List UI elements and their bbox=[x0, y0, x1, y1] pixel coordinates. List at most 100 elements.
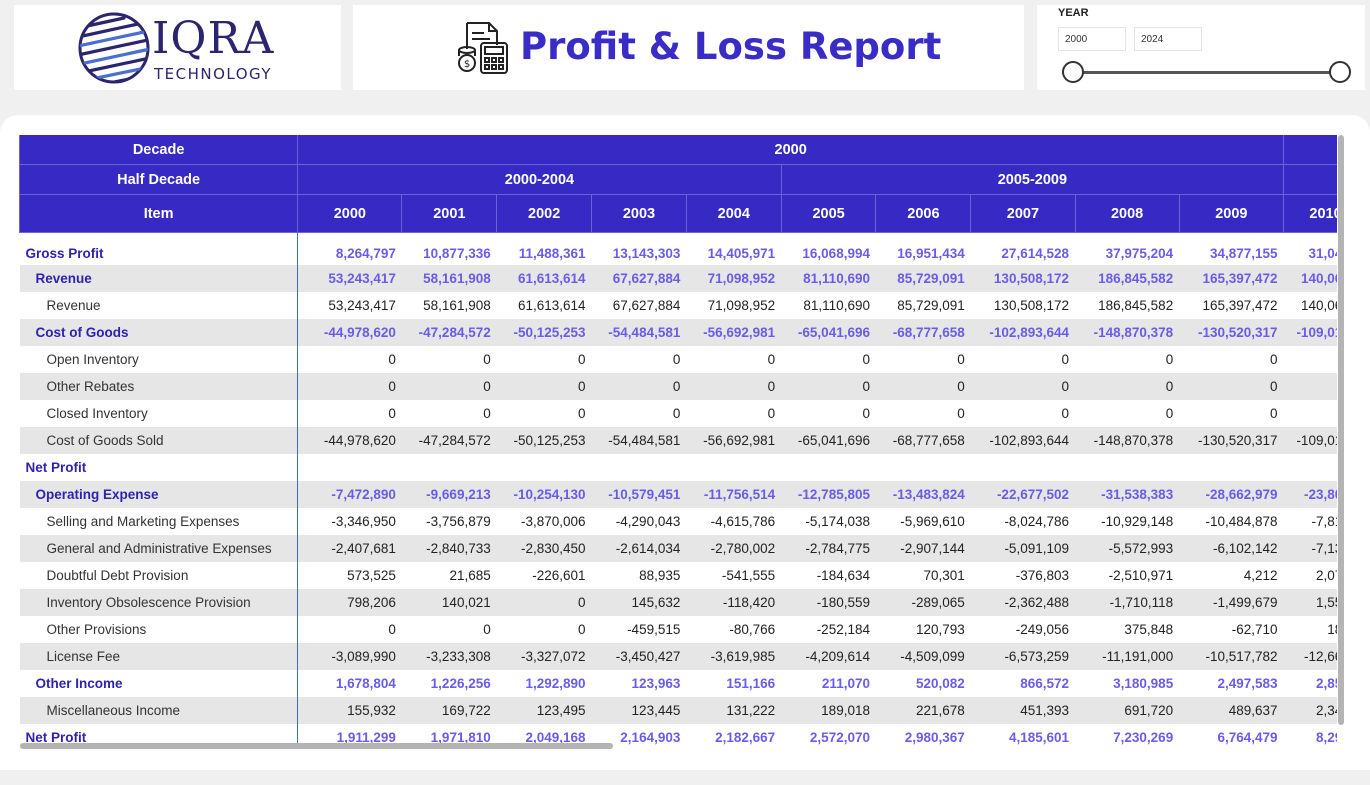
year-header[interactable]: 2006 bbox=[875, 194, 971, 233]
year-to-input[interactable]: 2024 bbox=[1134, 27, 1202, 51]
table-row[interactable]: Doubtful Debt Provision 573,525 21,685 -226… bbox=[19, 562, 1337, 589]
value-cell: 2,342,5 bbox=[1283, 697, 1337, 724]
year-header[interactable]: 2004 bbox=[685, 194, 782, 233]
pnl-matrix[interactable]: Decade 2000 Half Decade 2000-2004 2005-2… bbox=[19, 135, 1337, 747]
row-label: Other Income bbox=[19, 670, 299, 697]
value-cell: 0 bbox=[957, 352, 965, 367]
value-cell: 573,525 bbox=[347, 568, 396, 583]
value-cell: 520,082 bbox=[915, 676, 965, 691]
logo-globe-icon bbox=[78, 12, 150, 84]
year-header[interactable]: 2002 bbox=[496, 194, 592, 233]
value-cell: -6,573,259 bbox=[970, 643, 1075, 670]
table-row[interactable]: Other Rebates 0 0 0 0 0 0 0 0 0 0 bbox=[19, 373, 1337, 400]
value-cell: 189,018 bbox=[781, 697, 876, 724]
value-cell bbox=[876, 454, 971, 481]
value-cell: 0 bbox=[970, 373, 1075, 400]
half-decade-header-label[interactable]: Half Decade bbox=[19, 164, 298, 195]
row-label: Revenue bbox=[19, 265, 299, 292]
table-row[interactable]: Net Profit bbox=[19, 454, 1338, 481]
value-cell: -62,710 bbox=[1231, 622, 1278, 637]
value-cell: -148,870,378 bbox=[1075, 427, 1180, 454]
value-cell: -23,806,3 bbox=[1283, 481, 1337, 508]
half-decade-header-value[interactable]: 2005-2009 bbox=[780, 164, 1284, 195]
row-label: Selling and Marketing Expenses bbox=[19, 508, 299, 535]
value-cell: -54,484,581 bbox=[591, 319, 687, 346]
value-cell bbox=[1283, 373, 1337, 400]
year-header[interactable]: 2008 bbox=[1074, 194, 1180, 233]
table-row[interactable]: Closed Inventory 0 0 0 0 0 0 0 0 0 0 bbox=[19, 400, 1338, 427]
row-label: Net Profit bbox=[19, 724, 299, 747]
table-row[interactable]: General and Administrative Expenses -2,40… bbox=[19, 535, 1337, 562]
value-cell: 85,729,091 bbox=[897, 298, 965, 313]
value-cell: 21,685 bbox=[449, 568, 491, 583]
table-row[interactable]: License Fee -3,089,990 -3,233,308 -3,327,07… bbox=[19, 643, 1337, 670]
value-cell: -1,710,118 bbox=[1075, 589, 1180, 616]
value-cell: 61,613,614 bbox=[496, 265, 592, 292]
value-cell: -10,254,130 bbox=[496, 481, 592, 508]
value-cell: -2,830,450 bbox=[496, 535, 592, 562]
decade-header-value[interactable]: 2000 bbox=[297, 135, 1284, 165]
value-cell: 451,393 bbox=[970, 697, 1075, 724]
value-cell: 6,764,479 bbox=[1217, 730, 1278, 745]
value-cell: 0 bbox=[591, 373, 687, 400]
table-row[interactable]: Cost of Goods -44,978,620 -47,284,572 -50,1… bbox=[19, 319, 1337, 346]
value-cell: -459,515 bbox=[627, 622, 681, 637]
table-row[interactable]: Cost of Goods Sold -44,978,620 -47,284,572… bbox=[19, 427, 1337, 454]
year-header[interactable]: 2001 bbox=[401, 194, 497, 233]
table-row[interactable]: Gross Profit 8,264,797 10,877,336 11,488,36… bbox=[19, 232, 1337, 265]
value-cell: -4,509,099 bbox=[875, 643, 971, 670]
year-header[interactable]: 2009 bbox=[1178, 194, 1284, 233]
value-cell: 58,161,908 bbox=[401, 265, 497, 292]
value-cell: 13,143,303 bbox=[612, 245, 681, 261]
year-header[interactable]: 2007 bbox=[970, 194, 1075, 233]
value-cell: -4,209,614 bbox=[781, 643, 876, 670]
decade-header-label[interactable]: Decade bbox=[19, 135, 298, 165]
table-row[interactable]: Revenue 53,243,417 58,161,908 61,613,614 67,… bbox=[19, 292, 1337, 319]
value-cell: -6,102,142 bbox=[1179, 535, 1284, 562]
value-cell: -11,191,000 bbox=[1075, 643, 1180, 670]
value-cell: 0 bbox=[1165, 406, 1174, 421]
table-row[interactable]: Inventory Obsolescence Provision 798,206 1… bbox=[19, 589, 1337, 616]
half-decade-header-value[interactable]: 2000-2004 bbox=[297, 164, 782, 195]
table-row[interactable]: Revenue 53,243,417 58,161,908 61,613,614 67,… bbox=[19, 265, 1337, 292]
value-cell bbox=[1179, 454, 1283, 481]
table-row[interactable]: Open Inventory 0 0 0 0 0 0 0 0 0 0 bbox=[19, 346, 1338, 373]
table-row[interactable]: Other Provisions 0 0 0 -459,515 -80,766 -252,1… bbox=[19, 616, 1337, 643]
year-header[interactable]: 2000 bbox=[297, 194, 402, 233]
value-cell: -8,024,786 bbox=[1004, 514, 1069, 529]
table-row[interactable]: Operating Expense -7,472,890 -9,669,213 -10… bbox=[19, 481, 1337, 508]
table-row[interactable]: Selling and Marketing Expenses -3,346,950… bbox=[19, 508, 1337, 535]
value-cell: -7,816,2 bbox=[1311, 514, 1337, 529]
value-cell: 14,405,971 bbox=[707, 245, 776, 261]
table-row[interactable]: Net Profit 1,911,299 1,971,810 2,049,168 2,1… bbox=[19, 724, 1337, 747]
row-label: Other Rebates bbox=[19, 373, 299, 400]
value-cell: -10,929,148 bbox=[1101, 514, 1174, 529]
value-cell: 1,558,1 bbox=[1283, 589, 1337, 616]
horizontal-scrollbar[interactable] bbox=[20, 743, 613, 749]
table-row[interactable]: Miscellaneous Income 155,932 169,722 123,49… bbox=[19, 697, 1337, 724]
year-from-input[interactable]: 2000 bbox=[1058, 27, 1126, 51]
value-cell: -376,803 bbox=[1015, 568, 1069, 583]
value-cell: -50,125,253 bbox=[496, 319, 592, 346]
row-label: Operating Expense bbox=[19, 481, 299, 508]
year-slider-start-handle[interactable] bbox=[1062, 61, 1084, 83]
half-decade-header-next bbox=[1283, 164, 1337, 195]
value-cell: 0 bbox=[388, 352, 396, 367]
vertical-scrollbar[interactable] bbox=[1338, 135, 1344, 725]
year-header[interactable]: 2005 bbox=[780, 194, 876, 233]
value-cell: 0 bbox=[781, 373, 876, 400]
table-row[interactable]: Other Income 1,678,804 1,226,256 1,292,890 1… bbox=[19, 670, 1337, 697]
year-slider-end-handle[interactable] bbox=[1329, 61, 1351, 83]
year-header[interactable]: 2003 bbox=[591, 194, 687, 233]
value-cell: -184,634 bbox=[816, 568, 870, 583]
value-cell: -56,692,981 bbox=[686, 427, 782, 454]
year-header[interactable]: 2010 bbox=[1283, 194, 1337, 233]
value-cell: -3,327,072 bbox=[496, 643, 592, 670]
value-cell: -2,907,144 bbox=[875, 535, 971, 562]
value-cell: -541,555 bbox=[721, 568, 776, 583]
value-cell: -12,668,7 bbox=[1283, 643, 1337, 670]
year-slider-track[interactable] bbox=[1074, 71, 1341, 74]
value-cell: -10,517,782 bbox=[1179, 643, 1284, 670]
item-header-label[interactable]: Item bbox=[19, 194, 298, 233]
value-cell: -80,766 bbox=[729, 622, 776, 637]
